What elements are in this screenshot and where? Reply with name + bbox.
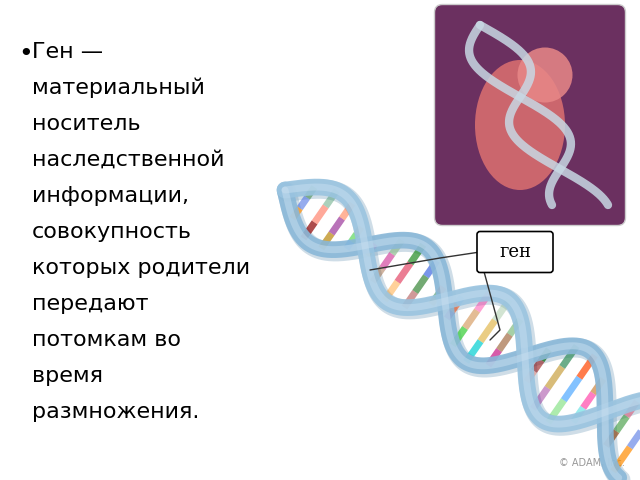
Text: передают: передают <box>32 294 148 314</box>
Text: •: • <box>18 42 33 66</box>
FancyBboxPatch shape <box>477 231 553 273</box>
Text: время: время <box>32 366 103 386</box>
Text: которых родители: которых родители <box>32 258 250 278</box>
Text: информации,: информации, <box>32 186 189 206</box>
Text: потомкам во: потомкам во <box>32 330 181 350</box>
Ellipse shape <box>518 48 573 103</box>
Text: размножения.: размножения. <box>32 402 200 422</box>
FancyBboxPatch shape <box>435 4 625 226</box>
Text: носитель: носитель <box>32 114 141 134</box>
Text: ген: ген <box>499 243 531 261</box>
Text: материальный: материальный <box>32 78 205 98</box>
Text: наследственной: наследственной <box>32 150 225 170</box>
Ellipse shape <box>475 60 565 190</box>
Text: Ген —: Ген — <box>32 42 103 62</box>
Text: © ADAM, Inc.: © ADAM, Inc. <box>559 458 625 468</box>
Text: совокупность: совокупность <box>32 222 192 242</box>
